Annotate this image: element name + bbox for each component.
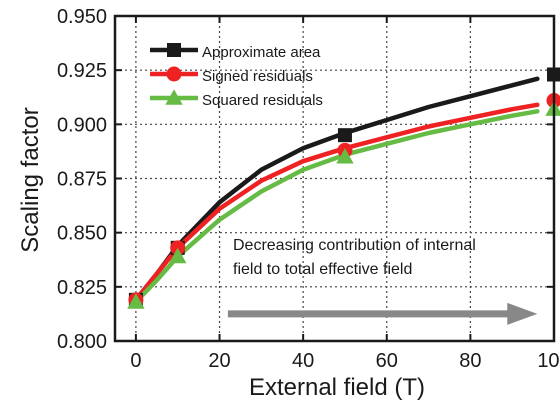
grid-layer — [115, 16, 554, 341]
annotation-line-2: field to total effective field — [233, 261, 412, 278]
legend-label-signed-residuals: Signed residuals — [202, 68, 313, 85]
legend-marker-approximate-area — [167, 43, 181, 57]
series-layer — [127, 67, 560, 309]
x-tick-label: 60 — [376, 350, 398, 372]
axis-layer: 0 20 40 60 80 100 0.800 0.825 0.850 0.875 0.900 0.9… — [57, 6, 560, 372]
annotation-layer: Decreasing contribution of internal fiel… — [227, 237, 538, 325]
annotation-arrow-head — [507, 302, 538, 325]
data-point-squared-residuals-0 — [127, 293, 145, 309]
data-point-squared-residuals-100 — [545, 100, 560, 116]
legend-label-squared-residuals: Squared residuals — [202, 92, 323, 109]
data-point-squared-residuals-50 — [336, 148, 354, 164]
y-tick-label: 0.950 — [57, 6, 107, 28]
y-tick-label: 0.800 — [57, 331, 107, 353]
y-axis-title: Scaling factor — [17, 107, 44, 252]
data-point-squared-residuals-10 — [169, 247, 187, 264]
y-tick-label: 0.825 — [57, 277, 107, 299]
y-tick-label: 0.850 — [57, 223, 107, 245]
x-tick-label: 80 — [459, 350, 481, 372]
legend-marker-squared-residuals — [165, 89, 183, 105]
x-axis-title: External field (T) — [249, 374, 425, 401]
x-tick-label: 20 — [208, 350, 230, 372]
y-tick-label: 0.875 — [57, 169, 107, 191]
x-tick-label: 40 — [292, 350, 314, 372]
annotation-line-1: Decreasing contribution of internal — [233, 237, 476, 254]
data-point-approximate-area-50 — [337, 128, 352, 143]
legend-marker-signed-residuals — [166, 66, 182, 82]
y-tick-label: 0.900 — [57, 114, 107, 136]
y-tick-label: 0.925 — [57, 60, 107, 82]
legend: Approximate area Signed residuals Square… — [150, 43, 323, 109]
legend-label-approximate-area: Approximate area — [202, 44, 321, 61]
x-tick-label: 0 — [130, 350, 141, 372]
x-tick-label: 100 — [537, 350, 560, 372]
